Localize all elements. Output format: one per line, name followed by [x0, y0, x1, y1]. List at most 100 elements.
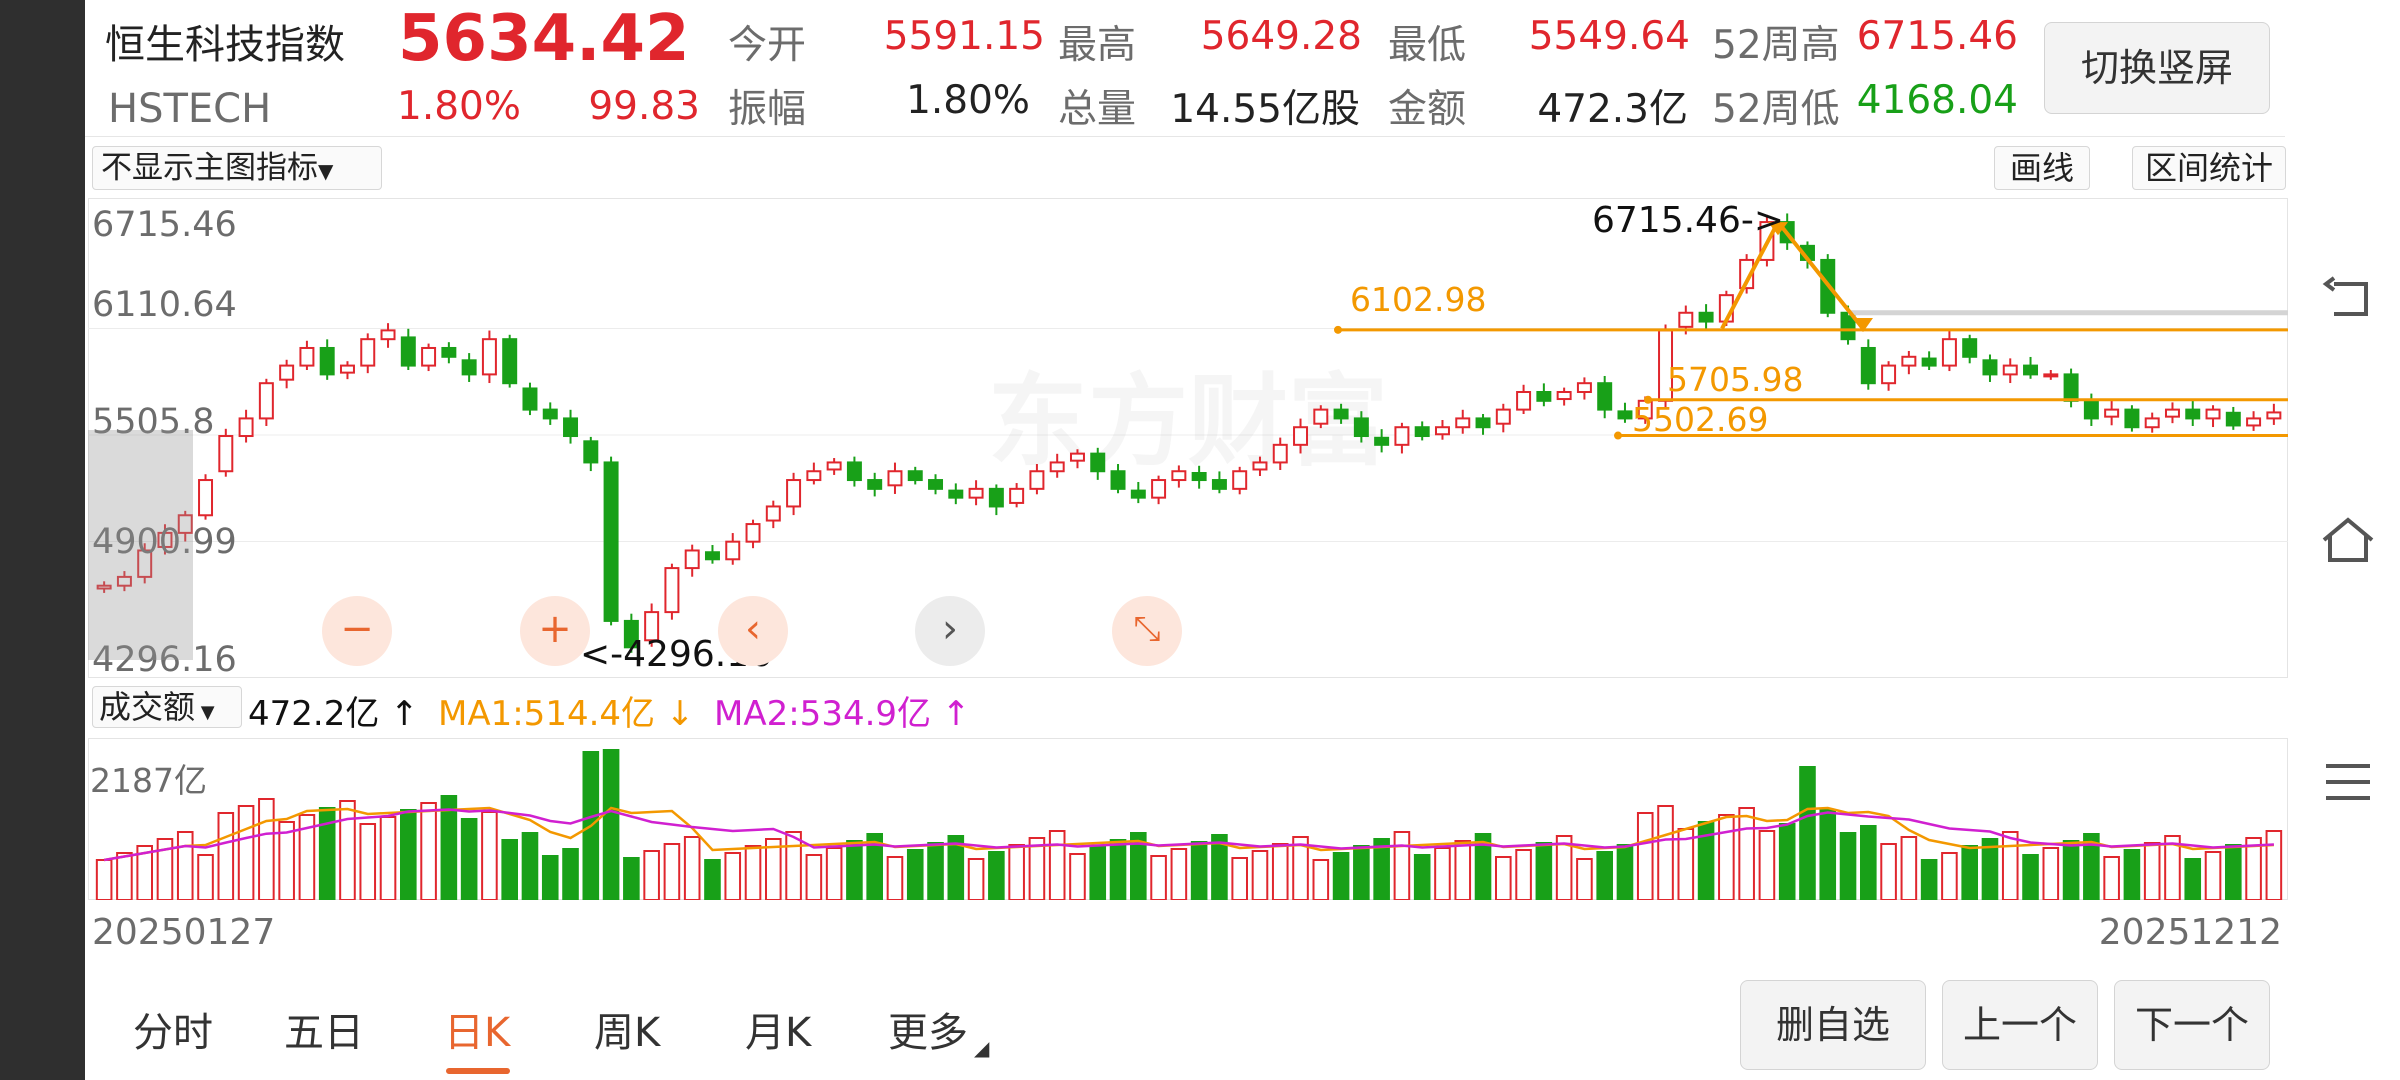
candle — [765, 500, 781, 529]
caret-down-icon: ▼ — [318, 159, 334, 183]
volume-bar — [136, 845, 153, 900]
volume-bar — [1941, 852, 1958, 900]
scroll-right-icon[interactable]: › — [915, 596, 985, 666]
open-label: 今开 — [728, 23, 807, 68]
tab-weekly-k[interactable]: 周K — [594, 1010, 661, 1056]
volume-bar — [1860, 825, 1877, 900]
volume-indicator-select[interactable]: 成交额 ▼ — [92, 686, 242, 728]
candle — [603, 456, 619, 626]
candle-body — [1374, 436, 1390, 446]
chart-frame — [88, 198, 2288, 678]
volume-chart[interactable] — [88, 738, 2288, 900]
tab-intraday[interactable]: 分时 — [133, 1010, 213, 1056]
next-button[interactable]: 下一个 — [2114, 980, 2270, 1070]
candle — [1962, 334, 1978, 364]
candle — [157, 524, 173, 555]
zoom-in-icon[interactable]: + — [520, 596, 590, 666]
volume-bar — [1089, 846, 1107, 900]
volume-bar — [1292, 836, 1309, 900]
draw-line-button[interactable]: 画线 — [1994, 146, 2090, 190]
volume-bar — [2204, 851, 2222, 900]
volume-bar — [866, 833, 883, 900]
candle — [2144, 412, 2160, 433]
trend-arrow-head-top — [1768, 222, 1788, 236]
candle-body — [157, 531, 173, 548]
volume-bar — [2042, 847, 2060, 900]
tab-five-day[interactable]: 五日 — [284, 1010, 364, 1056]
volume-bar — [1718, 814, 1735, 900]
candle-body — [1617, 410, 1633, 420]
candle — [745, 519, 761, 549]
candle — [968, 480, 984, 506]
candle-body — [765, 505, 781, 522]
previous-button[interactable]: 上一个 — [1942, 980, 2098, 1070]
tab-more[interactable]: 更多 — [888, 1010, 968, 1056]
zoom-out-icon[interactable]: − — [322, 596, 392, 666]
volume-bar — [1839, 832, 1857, 900]
candle — [1232, 466, 1248, 495]
candle-body — [279, 364, 295, 381]
candle-body — [1556, 391, 1572, 401]
volume-bar — [886, 856, 904, 900]
scroll-left-icon[interactable]: ‹ — [718, 596, 788, 666]
volume-bar — [2143, 842, 2161, 900]
collapse-icon[interactable]: ⤡ — [1112, 596, 1182, 666]
level-label-1: 6102.98 — [1350, 280, 1487, 319]
candle — [988, 484, 1004, 516]
candle-body — [928, 479, 944, 490]
volume-bar — [1211, 834, 1228, 900]
range-stats-button[interactable]: 区间统计 — [2132, 146, 2286, 190]
candle-body — [380, 329, 396, 341]
candle-body — [198, 479, 214, 517]
volume-bar — [237, 805, 255, 900]
y-axis-label-top: 6715.46 — [92, 205, 237, 245]
candle — [1049, 453, 1065, 478]
switch-portrait-button[interactable]: 切换竖屏 — [2044, 22, 2270, 114]
candle — [1495, 403, 1511, 433]
candle — [2185, 400, 2201, 426]
volume-current: 472.2亿 ↑ — [248, 694, 419, 734]
candle-body — [238, 417, 254, 438]
candle — [826, 458, 842, 475]
volume-bar — [176, 831, 194, 900]
candle-body — [1151, 479, 1167, 499]
y-axis-label-bottom: 4296.16 — [92, 640, 237, 680]
volume-bar — [2245, 837, 2262, 900]
candle — [2225, 406, 2241, 430]
volume-bar — [339, 800, 356, 900]
volume-bar — [1373, 838, 1390, 900]
tab-monthly-k[interactable]: 月K — [745, 1010, 812, 1056]
volume-label: 总量 — [1058, 87, 1137, 132]
candle-body — [2083, 399, 2099, 420]
high-label: 最高 — [1058, 23, 1137, 68]
volume-bar — [1778, 823, 1796, 900]
candlestick-chart[interactable]: 东方财富 — [88, 198, 2288, 678]
candle-body — [2164, 408, 2180, 418]
volume-bar — [1150, 855, 1167, 900]
candle-body — [1049, 461, 1065, 473]
volume-bar — [825, 847, 843, 900]
candle-body — [1090, 452, 1106, 473]
candle — [2002, 358, 2018, 384]
back-icon[interactable] — [2320, 270, 2380, 330]
remove-watchlist-button[interactable]: 删自选 — [1740, 980, 1926, 1070]
candle — [339, 361, 355, 380]
menu-icon[interactable] — [2318, 752, 2378, 812]
level-anchor — [1644, 395, 1652, 404]
volume-bar — [1900, 836, 1918, 900]
volume-bar — [1596, 851, 1613, 900]
candle-body — [1029, 470, 1045, 490]
volume-bar — [967, 858, 985, 900]
candle — [1881, 361, 1897, 391]
main-indicator-select[interactable]: 不显示主图指标▼ — [92, 146, 382, 190]
volume-bar — [1332, 852, 1350, 900]
tab-daily-k[interactable]: 日K — [444, 1010, 511, 1056]
candle — [1191, 465, 1207, 489]
home-icon[interactable] — [2318, 510, 2378, 570]
volume-bar — [1799, 766, 1816, 900]
candle — [1941, 330, 1957, 372]
turnover-value: 472.3亿 — [1537, 87, 1688, 132]
candle-body — [1860, 346, 1876, 385]
candle — [1353, 411, 1369, 443]
volume-bar — [643, 850, 660, 900]
